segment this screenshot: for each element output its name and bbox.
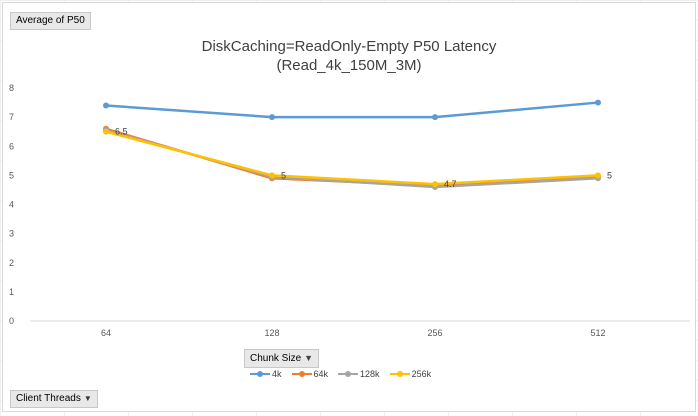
y-tick-label: 4 [9,200,14,210]
legend-marker-dot [345,371,352,377]
legend-marker [389,371,410,377]
data-label: 5 [281,170,286,180]
client-threads-field-button[interactable]: Client Threads ▼ [10,390,98,408]
legend-label: 4k [272,369,282,379]
chart-legend: 4k 64k 128k 256k [250,368,431,380]
legend-marker-dot [257,371,263,377]
data-point-4k [432,114,438,121]
data-point-4k [269,114,275,121]
series-line-256k [105,130,599,186]
data-point-256k [103,128,109,135]
data-point-4k [595,99,601,106]
y-tick-label: 6 [9,141,14,151]
y-tick-label: 3 [9,229,14,239]
legend-item-256k: 256k [389,369,432,379]
legend-item-128k: 128k [338,369,380,379]
x-tick-label: 512 [590,328,605,338]
data-point-4k [103,102,109,109]
legend-marker-dot [298,371,305,377]
y-tick-label: 7 [9,112,14,122]
legend-marker-dot [396,371,403,377]
y-tick-label: 2 [9,258,14,268]
filter-icon[interactable]: ▼ [304,353,314,363]
chart-area[interactable] [2,2,696,412]
legend-marker [250,371,270,377]
y-tick-label: 0 [9,316,14,326]
y-tick-label: 1 [9,287,14,297]
x-tick-label: 64 [101,328,111,338]
legend-label: 256k [411,369,432,379]
dropdown-arrow-icon[interactable]: ▼ [83,394,92,403]
legend-marker [338,371,359,377]
legend-item-64k: 64k [291,369,329,379]
values-field-label: Average of P50 [16,15,85,26]
values-field-button[interactable]: Average of P50 [10,12,91,30]
legend-label: 128k [360,369,380,379]
y-tick-label: 8 [9,83,14,93]
chart-title: DiskCaching=ReadOnly-Empty P50 Latency [201,38,497,55]
data-point-256k [432,181,438,188]
legend-item-4k: 4k [250,369,282,379]
data-label: 6.5 [115,127,128,137]
series-line-4k [105,101,599,119]
data-label: 5 [607,170,612,180]
data-point-256k [269,172,275,179]
data-point-256k [595,172,601,179]
series-line-64k [105,127,599,187]
data-label: 4.7 [444,179,457,189]
x-tick-label: 128 [264,328,279,338]
legend-field-label: Client Threads [16,393,81,404]
x-tick-label: 256 [427,328,442,338]
legend-label: 64k [313,369,329,379]
y-tick-label: 5 [9,170,14,180]
legend-marker [291,371,312,377]
axis-field-label: Chunk Size [250,353,302,364]
chart-subtitle: (Read_4k_150M_3M) [276,57,422,74]
chunk-size-field-button[interactable]: Chunk Size ▼ [244,349,320,368]
